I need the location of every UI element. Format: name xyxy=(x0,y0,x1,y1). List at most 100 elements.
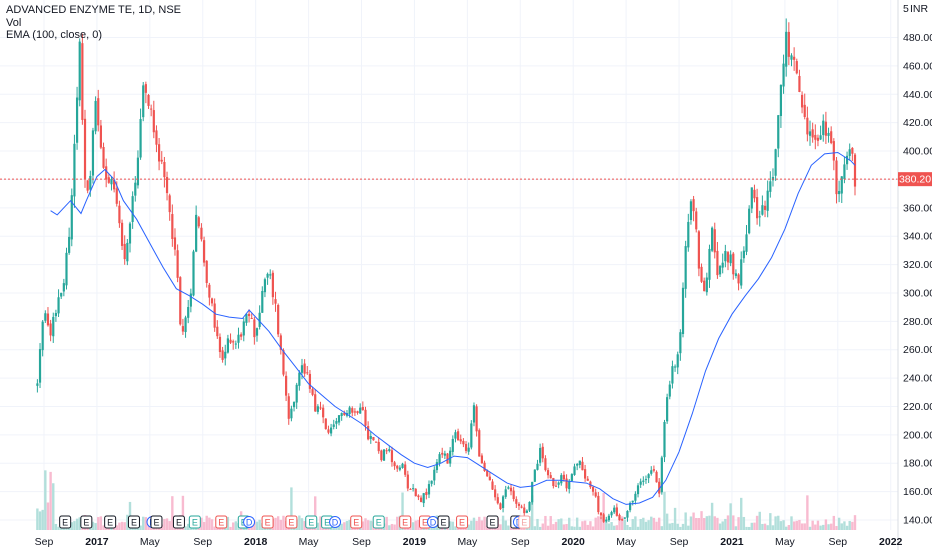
candle-body xyxy=(494,489,497,498)
svg-text:E: E xyxy=(308,518,314,528)
volume-bar xyxy=(586,524,589,530)
candle-body xyxy=(639,481,642,485)
volume-bar xyxy=(205,515,208,530)
earnings-marker[interactable]: E xyxy=(172,515,185,529)
candle-body xyxy=(504,489,507,497)
dividend-marker[interactable]: D xyxy=(329,516,342,528)
volume-bar xyxy=(319,516,322,530)
symbol-title[interactable]: ADVANCED ENZYME TE, 1D, NSE xyxy=(6,4,182,16)
earnings-marker[interactable]: E xyxy=(150,515,163,529)
candle-body xyxy=(348,407,351,415)
volume-bar xyxy=(750,522,754,530)
volume-bar xyxy=(716,517,719,530)
volume-bar xyxy=(758,511,761,530)
time-tick-label: Sep xyxy=(828,536,847,548)
earnings-marker[interactable]: E xyxy=(372,515,385,529)
candle-body xyxy=(36,383,39,386)
candle-body xyxy=(427,484,431,495)
candle-body xyxy=(533,469,536,482)
earnings-marker[interactable]: E xyxy=(127,515,140,529)
earnings-marker[interactable]: E xyxy=(104,515,117,529)
candle-body xyxy=(287,396,290,419)
earnings-marker[interactable]: E xyxy=(215,515,228,529)
volume-bar xyxy=(710,502,714,530)
dividend-marker[interactable]: D xyxy=(243,516,256,528)
earnings-marker[interactable]: E xyxy=(399,515,412,529)
candle-body xyxy=(515,499,518,504)
volume-bar xyxy=(594,517,597,530)
candle-body xyxy=(187,306,190,318)
svg-text:E: E xyxy=(489,518,495,528)
candle-body xyxy=(181,326,185,332)
candle-body xyxy=(795,61,798,74)
last-price-value: 380.20 xyxy=(899,174,931,186)
candle-body xyxy=(136,157,140,186)
earnings-marker[interactable]: E xyxy=(437,515,450,529)
candle-body xyxy=(787,31,790,57)
candle-body xyxy=(123,243,126,260)
volume-bar xyxy=(737,517,740,530)
earnings-marker[interactable]: E xyxy=(188,515,201,529)
candle-body xyxy=(94,100,97,132)
earnings-marker[interactable]: E xyxy=(486,515,499,529)
candle-body xyxy=(285,375,288,396)
earnings-marker[interactable]: E xyxy=(261,515,274,529)
volume-bar xyxy=(803,523,806,530)
dividend-marker[interactable]: D xyxy=(426,516,439,528)
price-axis[interactable]: 140.00 160.00 180.00 200.00 220.00 240.00 260.… xyxy=(903,32,932,526)
candle-body xyxy=(798,75,801,92)
candle-body xyxy=(83,118,87,180)
candle-body xyxy=(822,120,825,136)
time-tick-label: Sep xyxy=(511,536,530,548)
candle-body xyxy=(800,94,804,108)
volume-bar xyxy=(200,517,203,530)
candle-body xyxy=(729,254,732,264)
candle-body xyxy=(811,129,814,138)
candle-body xyxy=(382,449,386,461)
earnings-marker[interactable]: E xyxy=(59,515,72,529)
candle-body xyxy=(766,190,769,211)
svg-text:E: E xyxy=(218,518,224,528)
volume-bar xyxy=(766,525,769,530)
volume-bar xyxy=(41,509,44,530)
candle-body xyxy=(523,507,526,514)
volume-bar xyxy=(753,522,756,530)
ema-indicator-label[interactable]: EMA (100, close, 0) xyxy=(6,29,102,41)
volume-bar xyxy=(316,522,320,530)
volume-bar xyxy=(795,520,798,530)
candle-body xyxy=(337,415,341,423)
volume-bar xyxy=(660,526,664,530)
volume-bar xyxy=(732,515,735,530)
volume-indicator-label[interactable]: Vol xyxy=(6,16,22,29)
candle-body xyxy=(607,515,611,521)
candle-body xyxy=(782,63,785,87)
volume-bar xyxy=(417,519,420,530)
svg-text:D: D xyxy=(332,518,339,528)
time-axis[interactable]: Sep 2017 May Sep 2018 May Sep 2019 May Sep 2020 May… xyxy=(35,536,903,548)
earnings-marker[interactable]: E xyxy=(456,515,469,529)
volume-bar xyxy=(763,523,767,530)
time-tick-label: May xyxy=(140,536,161,548)
volume-bar xyxy=(541,523,544,530)
candle-body xyxy=(277,304,280,335)
volume-bar xyxy=(73,521,76,530)
candle-body xyxy=(385,450,388,452)
volume-bar xyxy=(747,526,751,530)
earnings-marker[interactable]: E xyxy=(285,515,298,529)
candle-body xyxy=(565,478,568,489)
candle-body xyxy=(472,405,476,423)
svg-text:E: E xyxy=(459,518,465,528)
candle-body xyxy=(171,214,174,239)
earnings-marker[interactable]: E xyxy=(518,515,531,529)
candle-body xyxy=(591,486,595,492)
earnings-marker[interactable]: E xyxy=(305,515,318,529)
time-tick-label: 2020 xyxy=(562,536,586,548)
volume-bar xyxy=(668,523,671,530)
svg-text:D: D xyxy=(246,518,253,528)
candle-body xyxy=(584,469,587,479)
earnings-marker[interactable]: E xyxy=(350,515,363,529)
earnings-marker[interactable]: E xyxy=(80,515,93,529)
candle-body xyxy=(499,503,502,509)
svg-text:E: E xyxy=(353,518,359,528)
